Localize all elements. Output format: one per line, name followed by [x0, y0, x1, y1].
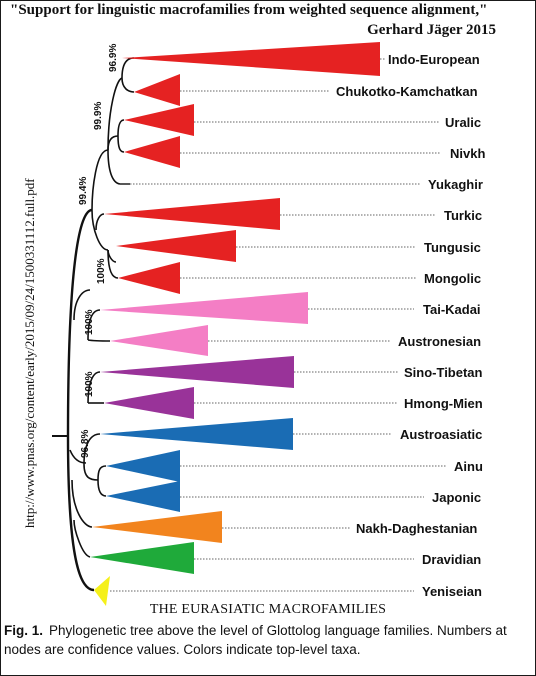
triangle-ainu [106, 450, 180, 482]
leaf-label: Chukotko-Kamchatkan [336, 84, 478, 99]
leader-lines [110, 58, 446, 592]
triangle-turkic [104, 198, 280, 230]
triangle-japonic [106, 481, 180, 512]
leaf-label: Hmong-Mien [404, 396, 483, 411]
leaf-label: Austroasiatic [400, 427, 482, 442]
leaf-label: Turkic [444, 208, 482, 223]
leaf-label: Ainu [454, 459, 483, 474]
leaf-label: Tai-Kadai [423, 302, 481, 317]
figure-caption: Fig. 1. Phylogenetic tree above the level… [4, 621, 534, 659]
triangle-austroasiatic [100, 418, 293, 450]
triangle-sino-tibetan [100, 356, 294, 388]
clade-triangles [90, 42, 380, 606]
triangle-chukotko-kamchatkan [134, 74, 180, 106]
header-author: Gerhard Jäger 2015 [367, 22, 496, 38]
leaf-labels: Indo-European Chukotko-Kamchatkan Uralic… [336, 52, 485, 599]
figure-subtitle: THE EURASIATIC MACROFAMILIES [149, 602, 387, 617]
triangle-tungusic [116, 230, 236, 262]
confidence-value: 99.4% [78, 177, 89, 205]
triangle-uralic [124, 104, 194, 136]
tree-branches [52, 57, 135, 592]
leaf-label: Nakh-Daghestanian [356, 521, 477, 536]
leaf-label: Sino-Tibetan [404, 365, 483, 380]
header-title: "Support for linguistic macrofamilies fr… [10, 2, 488, 18]
leaf-label: Dravidian [422, 552, 481, 567]
caption-fig-label: Fig. 1. [4, 623, 44, 638]
triangle-hmong-mien [104, 387, 194, 419]
confidence-value: 100% [96, 258, 107, 284]
leaf-label: Tungusic [424, 240, 481, 255]
caption-text: Phylogenetic tree above the level of Glo… [4, 623, 507, 657]
confidence-value: 100% [84, 371, 95, 397]
triangle-nakh-daghestanian [92, 511, 222, 543]
triangle-yeniseian [94, 576, 110, 606]
leaf-label: Yeniseian [422, 584, 482, 599]
confidence-value: 96.8% [80, 430, 91, 458]
leaf-label: Japonic [432, 490, 481, 505]
leaf-label: Nivkh [450, 146, 485, 161]
confidence-value: 99.9% [93, 102, 104, 130]
triangle-nivkh [124, 136, 180, 168]
leaf-label: Yukaghir [428, 177, 483, 192]
confidence-value: 100% [84, 309, 95, 335]
triangle-mongolic [118, 262, 180, 294]
confidence-value: 96.9% [108, 44, 119, 72]
leaf-label: Indo-European [388, 52, 480, 67]
triangle-dravidian [90, 542, 194, 574]
confidence-labels: 96.9% 99.9% 99.4% 100% 100% 100% 96.8% [78, 44, 119, 458]
triangle-indo-european [122, 42, 380, 76]
triangle-tai-kadai [100, 292, 308, 324]
leaf-label: Austronesian [398, 334, 481, 349]
leaf-label: Uralic [445, 115, 481, 130]
triangle-austronesian [110, 325, 208, 356]
leaf-label: Mongolic [424, 271, 481, 286]
